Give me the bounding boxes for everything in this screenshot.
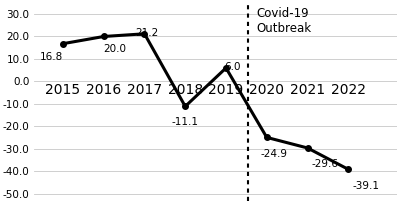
Text: 16.8: 16.8 <box>40 52 63 62</box>
Text: Covid-19
Outbreak: Covid-19 Outbreak <box>256 7 312 35</box>
Text: -29.6: -29.6 <box>312 159 339 169</box>
Text: 21.2: 21.2 <box>135 28 158 38</box>
Text: 6.0: 6.0 <box>224 62 240 72</box>
Text: -11.1: -11.1 <box>172 116 199 126</box>
Text: -24.9: -24.9 <box>261 149 288 159</box>
Text: -39.1: -39.1 <box>352 181 379 191</box>
Text: 20.0: 20.0 <box>104 44 127 54</box>
